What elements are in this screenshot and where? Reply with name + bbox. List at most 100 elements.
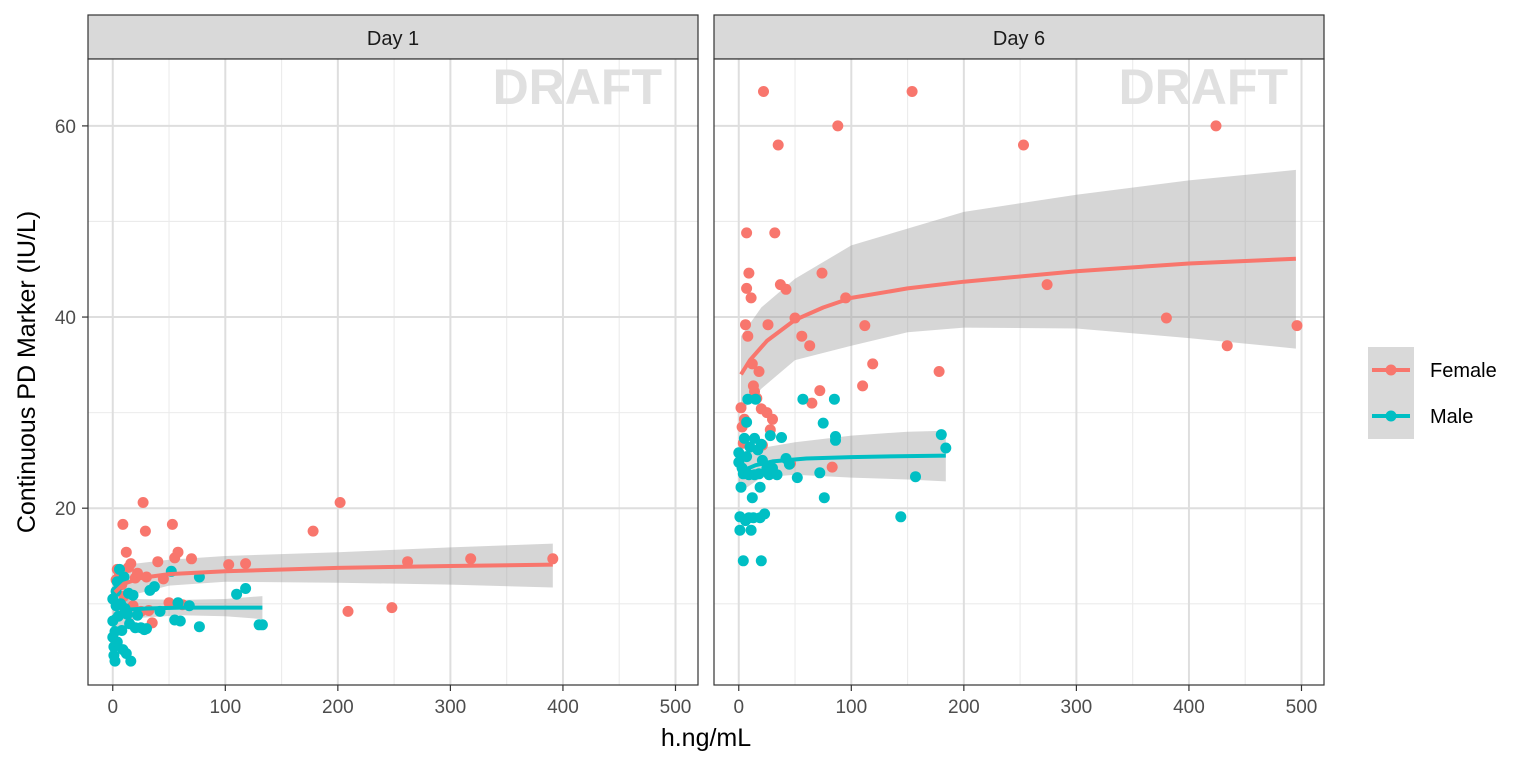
x-tick-label: 100: [835, 697, 867, 718]
data-point-female: [767, 413, 778, 425]
data-point-male: [764, 430, 776, 442]
plot-area: [714, 59, 1324, 685]
panel-border: [713, 58, 1325, 686]
strip-label: Day 6: [993, 28, 1045, 50]
data-point-male: [738, 432, 750, 444]
data-point-female: [1221, 340, 1233, 352]
data-point-female: [402, 556, 414, 568]
data-point-female: [741, 282, 753, 294]
data-point-female: [120, 546, 132, 558]
data-point-female: [743, 267, 755, 279]
data-point-female: [859, 320, 871, 332]
x-tick-label: 300: [1061, 697, 1093, 718]
data-point-female: [1018, 139, 1029, 151]
data-point-male: [141, 623, 152, 635]
data-point-female: [742, 330, 754, 342]
data-point-male: [735, 481, 747, 493]
data-point-female: [780, 283, 792, 295]
data-point-male: [109, 655, 121, 667]
x-axis: 0 100 200 300 400 500: [733, 685, 1317, 718]
x-tick-label: 500: [660, 697, 692, 718]
legend-key-point-female: [1385, 364, 1397, 376]
data-point-male: [111, 636, 123, 648]
data-point-male: [193, 621, 205, 633]
data-point-female: [172, 546, 184, 558]
data-point-female: [933, 366, 945, 377]
data-point-male: [776, 432, 787, 443]
data-point-female: [117, 518, 129, 530]
plot-area: [88, 59, 698, 685]
data-point-male: [240, 583, 252, 594]
x-tick-label: 100: [209, 697, 241, 718]
legend-label-male: Male: [1430, 406, 1473, 428]
data-point-female: [240, 558, 252, 570]
x-tick-label: 0: [733, 697, 744, 718]
data-point-male: [940, 442, 952, 454]
data-point-female: [132, 567, 143, 579]
data-point-male: [118, 571, 130, 583]
data-point-male: [737, 555, 749, 567]
data-point-male: [753, 468, 765, 480]
grid: [714, 59, 1324, 685]
legend-key-point-male: [1385, 410, 1397, 422]
data-point-female: [465, 553, 477, 565]
y-tick-label: 60: [55, 117, 76, 138]
y-tick-label: 40: [55, 308, 76, 329]
data-point-female: [857, 380, 869, 392]
data-point-female: [804, 340, 816, 352]
legend: Female Male: [1368, 347, 1497, 439]
data-point-male: [746, 492, 758, 504]
strip-day-6: [713, 14, 1325, 60]
data-point-female: [1210, 120, 1222, 132]
data-point-female: [386, 602, 398, 614]
data-point-male: [741, 451, 753, 463]
data-point-female: [152, 556, 164, 568]
data-point-female: [762, 319, 774, 331]
draft-watermark: DRAFT: [1119, 59, 1288, 115]
grid: [88, 59, 698, 685]
data-point-female: [753, 366, 765, 377]
data-point-male: [910, 471, 921, 483]
data-point-female: [906, 86, 918, 97]
data-point-male: [741, 416, 753, 428]
data-point-male: [771, 469, 783, 481]
data-point-female: [806, 397, 818, 409]
data-point-female: [137, 497, 149, 508]
data-point-female: [796, 330, 808, 342]
data-point-male: [750, 393, 762, 405]
data-point-male: [127, 589, 139, 601]
data-point-male: [172, 597, 184, 609]
data-point-female: [826, 461, 838, 473]
data-point-female: [758, 86, 769, 97]
legend-label-female: Female: [1430, 360, 1497, 382]
data-point-male: [125, 655, 137, 667]
panel-border: [87, 58, 699, 686]
data-point-male: [132, 609, 143, 621]
fit-line-male: [737, 453, 946, 475]
data-point-male: [818, 492, 830, 504]
panel-day-6: Day 6 DRAFT 0 100 200 300 400 500: [713, 14, 1325, 718]
data-point-male: [755, 438, 767, 450]
data-point-female: [867, 358, 879, 370]
data-point-female: [223, 559, 235, 571]
data-layer: [733, 86, 1303, 567]
data-point-male: [231, 588, 243, 600]
data-point-male: [895, 511, 907, 523]
data-point-male: [174, 615, 186, 627]
panel-day-1: Day 1 DRAFT 0 100 200 300 400 500: [87, 14, 699, 718]
y-axis: 20 40 60: [55, 117, 88, 520]
x-axis-title: h.ng/mL: [661, 724, 751, 752]
data-point-female: [772, 139, 784, 151]
data-point-female: [832, 120, 844, 132]
data-point-female: [163, 597, 175, 609]
fit-line-female: [113, 562, 553, 594]
ci-band-male: [738, 430, 946, 493]
data-point-male: [830, 434, 841, 446]
data-point-female: [1041, 279, 1053, 291]
data-point-female: [816, 267, 828, 279]
data-point-male: [797, 393, 809, 405]
data-point-female: [342, 605, 354, 617]
x-tick-label: 300: [435, 697, 467, 718]
fit-line-male: [111, 605, 263, 619]
